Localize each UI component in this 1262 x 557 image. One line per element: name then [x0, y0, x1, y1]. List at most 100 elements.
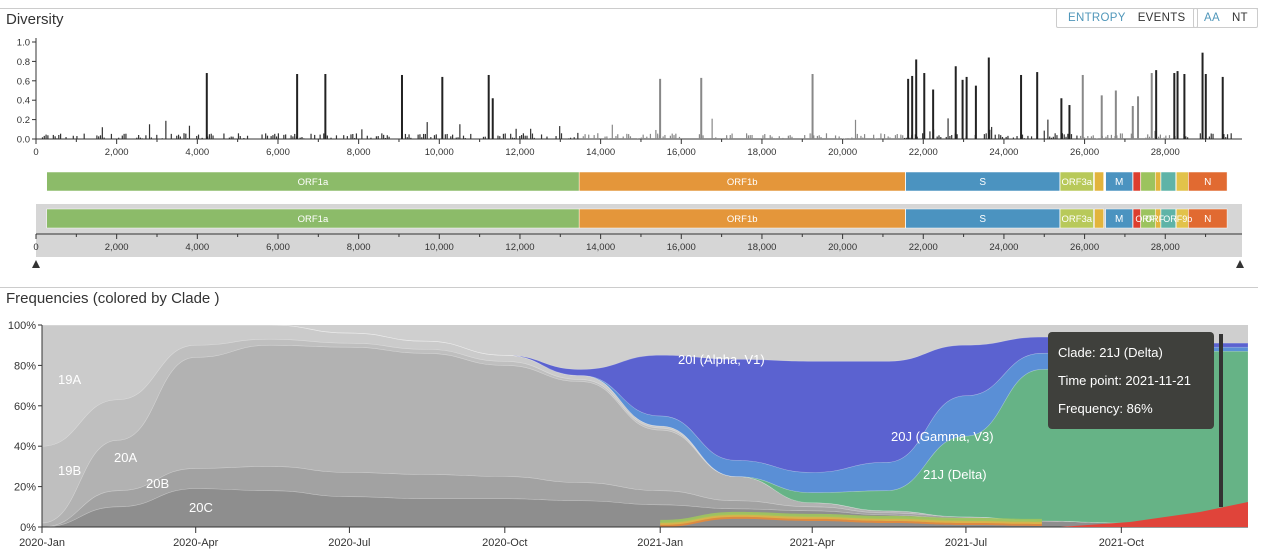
gene-small[interactable] [1160, 171, 1176, 192]
gene-orf1b[interactable] [578, 171, 906, 192]
stream-20i[interactable] [41, 324, 1249, 473]
gene-small[interactable] [1155, 171, 1161, 192]
entropy-low-bar [662, 136, 664, 139]
entropy-low-bar [711, 118, 713, 139]
entropy-bar[interactable] [659, 78, 662, 139]
entropy-button[interactable]: ENTROPY [1068, 12, 1126, 24]
entropy-low-bar [1056, 135, 1058, 139]
entropy-bar[interactable] [965, 76, 968, 139]
entropy-low-bar [813, 135, 815, 139]
entropy-low-bar [237, 133, 240, 139]
gene-small[interactable] [1155, 208, 1161, 229]
entropy-low-bar [1050, 137, 1053, 139]
entropy-bar[interactable] [1068, 105, 1071, 139]
gene-n[interactable] [1188, 208, 1228, 229]
entropy-bar[interactable] [400, 74, 403, 139]
entropy-low-bar [383, 134, 385, 139]
gene-n[interactable] [1188, 171, 1228, 192]
entropy-low-bar [47, 135, 49, 139]
entropy-bar[interactable] [700, 77, 703, 139]
entropy-low-bar [1027, 135, 1029, 139]
entropy-bar[interactable] [974, 85, 977, 139]
navigator-x-tick-label: 28,000 [1151, 242, 1180, 253]
entropy-low-bar [715, 137, 717, 139]
gene-small[interactable] [1094, 171, 1104, 192]
gene-s[interactable] [905, 171, 1060, 192]
gene-s[interactable] [905, 208, 1060, 229]
gene-small[interactable] [1094, 208, 1104, 229]
entropy-low-bar [118, 137, 120, 139]
entropy-bar[interactable] [487, 74, 490, 139]
entropy-low-bar [110, 133, 113, 139]
gene-label: ORF1b [727, 214, 758, 225]
entropy-low-bar [196, 135, 198, 139]
entropy-bar[interactable] [1204, 74, 1207, 139]
entropy-bar[interactable] [987, 57, 990, 139]
entropy-bar[interactable] [932, 89, 935, 139]
gene-small[interactable] [1132, 171, 1141, 192]
zoom-handle-right[interactable] [1236, 260, 1244, 268]
entropy-bar[interactable] [324, 74, 327, 139]
entropy-bar[interactable] [1150, 73, 1153, 139]
entropy-bar[interactable] [915, 59, 918, 139]
entropy-low-bar [994, 134, 996, 139]
entropy-low-bar [1021, 134, 1024, 139]
entropy-bar[interactable] [1100, 95, 1103, 139]
gene-small[interactable] [1160, 208, 1176, 229]
entropy-low-bar [290, 135, 292, 139]
nt-button[interactable]: NT [1231, 12, 1248, 24]
entropy-bar[interactable] [1060, 98, 1063, 139]
entropy-bar[interactable] [1020, 74, 1023, 139]
entropy-low-bar [851, 137, 853, 139]
entropy-bar[interactable] [491, 98, 494, 139]
entropy-bar[interactable] [1114, 90, 1117, 140]
entropy-low-bar [860, 135, 862, 139]
entropy-bar[interactable] [1173, 73, 1176, 139]
zoom-handle-left[interactable] [32, 260, 40, 268]
time-cursor[interactable] [1219, 334, 1223, 507]
gene-orf3a[interactable] [1059, 208, 1094, 229]
entropy-low-bar [452, 134, 454, 139]
entropy-bar[interactable] [1155, 70, 1158, 139]
entropy-low-bar [121, 135, 123, 139]
entropy-low-bar [546, 136, 548, 139]
entropy-low-bar [459, 124, 461, 139]
entropy-x-ticks: 0 2,000 4,000 6,000 8,000 10,000 12,000 14,000 1… [33, 139, 1207, 158]
entropy-low-bar [640, 137, 642, 139]
entropy-low-bar [177, 134, 180, 139]
entropy-low-bar [838, 136, 840, 139]
entropy-low-bar [208, 134, 211, 139]
entropy-bar[interactable] [296, 74, 299, 139]
entropy-bar[interactable] [1137, 96, 1140, 139]
frequency-x-tick-label: 2021-Oct [1099, 537, 1144, 549]
entropy-bar[interactable] [1036, 72, 1039, 139]
entropy-bar[interactable] [205, 73, 208, 139]
entropy-low-bar [1168, 135, 1171, 139]
entropy-bar[interactable] [923, 73, 926, 139]
entropy-bar[interactable] [907, 78, 910, 139]
entropy-bar[interactable] [1131, 106, 1134, 139]
gene-small[interactable] [1132, 208, 1141, 229]
gene-m[interactable] [1105, 171, 1133, 192]
entropy-bar[interactable] [1201, 52, 1204, 139]
entropy-bar[interactable] [1176, 71, 1179, 139]
gene-m[interactable] [1105, 208, 1133, 229]
entropy-bar[interactable] [1081, 74, 1084, 139]
entropy-bar[interactable] [911, 75, 914, 139]
entropy-bar[interactable] [954, 66, 957, 139]
entropy-y-tick-label: 0.0 [17, 135, 30, 146]
entropy-bar[interactable] [441, 76, 444, 139]
entropy-low-bar [927, 138, 929, 139]
aa-button[interactable]: AA [1204, 12, 1220, 24]
gene-orf1b[interactable] [578, 208, 906, 229]
entropy-x-tick-label: 0 [33, 147, 38, 158]
entropy-low-bar [261, 134, 263, 139]
entropy-bar[interactable] [1221, 76, 1224, 139]
entropy-bar[interactable] [1183, 74, 1186, 139]
entropy-bar[interactable] [811, 74, 814, 139]
gene-orf3a[interactable] [1059, 171, 1094, 192]
entropy-x-tick-label: 12,000 [505, 147, 534, 158]
entropy-bar[interactable] [961, 79, 964, 139]
stream-20j[interactable] [41, 324, 1249, 493]
events-button[interactable]: EVENTS [1137, 12, 1186, 24]
